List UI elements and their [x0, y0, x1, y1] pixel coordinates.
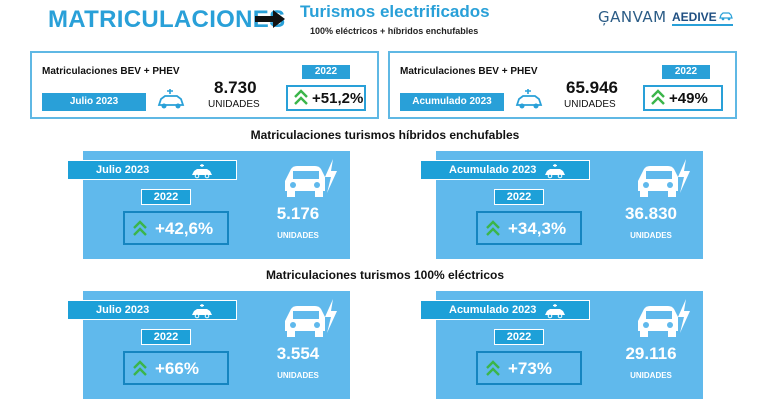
period-label: Julio 2023: [96, 164, 150, 176]
ev-car-icon: [545, 164, 565, 179]
change-value: +73%: [508, 359, 552, 378]
double-chevron-up-icon: [133, 220, 147, 236]
year-badge: 2022: [141, 189, 191, 205]
change-box: +51,2%: [286, 85, 366, 111]
ev-car-icon: [545, 304, 565, 319]
change-box: +34,3%: [476, 211, 582, 245]
period-band: Acumulado 2023: [420, 300, 590, 320]
double-chevron-up-icon: [294, 89, 308, 105]
summary-unit: UNIDADES: [564, 99, 616, 110]
electric-car-icon: [285, 159, 337, 197]
units-label: UNIDADES: [630, 371, 672, 380]
period-tag: Julio 2023: [42, 93, 146, 111]
phev-panel-accumulated: Acumulado 2023 2022 +34,3% 36.830 UNIDAD…: [420, 151, 703, 259]
ganvam-logo: ĢANVAM: [598, 8, 667, 26]
period-label: Julio 2023: [96, 304, 150, 316]
aedive-logo-text: AEDIVE: [672, 10, 717, 24]
summary-value: 8.730: [214, 78, 257, 97]
summary-unit: UNIDADES: [208, 99, 260, 110]
electric-car-icon: [638, 299, 690, 337]
units-label: UNIDADES: [630, 231, 672, 240]
summary-card-accumulated: Matriculaciones BEV + PHEV Acumulado 202…: [388, 51, 737, 119]
year-badge: 2022: [662, 65, 710, 79]
period-band: Julio 2023: [67, 160, 237, 180]
summary-label: Matriculaciones BEV + PHEV: [42, 66, 180, 77]
change-box: +49%: [643, 85, 723, 111]
double-chevron-up-icon: [133, 360, 147, 376]
page-subtitle: Turismos electrificados: [300, 2, 490, 21]
units-value: 5.176: [276, 204, 320, 223]
double-chevron-up-icon: [486, 220, 500, 236]
change-value: +66%: [155, 359, 199, 378]
bev-section-title: Matriculaciones turismos 100% eléctricos: [265, 268, 505, 282]
units-value: 29.116: [625, 344, 677, 363]
summary-value: 65.946: [566, 78, 618, 97]
double-chevron-up-icon: [486, 360, 500, 376]
units-label: UNIDADES: [277, 371, 319, 380]
ev-car-icon: [157, 89, 185, 109]
phev-panel-july: Julio 2023 2022 +42,6% 5.176 UNIDADES: [67, 151, 350, 259]
year-badge: 2022: [141, 329, 191, 345]
change-value: +42,6%: [155, 219, 214, 238]
ev-car-icon: [718, 12, 733, 21]
ev-car-icon: [192, 164, 212, 179]
phev-section-title: Matriculaciones turismos híbridos enchuf…: [250, 128, 520, 142]
change-box: +42,6%: [123, 211, 229, 245]
year-badge: 2022: [494, 329, 544, 345]
bev-panel-july: Julio 2023 2022 +66% 3.554 UNIDADES: [67, 291, 350, 399]
period-tag: Acumulado 2023: [400, 93, 504, 111]
period-label: Acumulado 2023: [449, 304, 537, 316]
bev-panel-accumulated: Acumulado 2023 2022 +73% 29.116 UNIDADES: [420, 291, 703, 399]
year-badge: 2022: [302, 65, 350, 79]
units-label: UNIDADES: [277, 231, 319, 240]
change-box: +73%: [476, 351, 582, 385]
page-title: MATRICULACIONES: [48, 6, 286, 33]
ev-car-icon: [515, 89, 543, 109]
aedive-logo: AEDIVE: [672, 10, 733, 26]
summary-card-july: Matriculaciones BEV + PHEV Julio 2023 8.…: [30, 51, 379, 119]
change-value: +49%: [669, 90, 708, 107]
page-subsubtitle: 100% eléctricos + híbridos enchufables: [310, 26, 479, 36]
ev-car-icon: [192, 304, 212, 319]
electric-car-icon: [638, 159, 690, 197]
change-value: +51,2%: [312, 90, 364, 107]
period-band: Acumulado 2023: [420, 160, 590, 180]
change-value: +34,3%: [508, 219, 567, 238]
right-arrow-icon: [255, 10, 285, 28]
period-label: Acumulado 2023: [449, 164, 537, 176]
year-badge: 2022: [494, 189, 544, 205]
period-band: Julio 2023: [67, 300, 237, 320]
units-value: 36.830: [625, 204, 677, 223]
double-chevron-up-icon: [651, 89, 665, 105]
summary-label: Matriculaciones BEV + PHEV: [400, 66, 538, 77]
electric-car-icon: [285, 299, 337, 337]
units-value: 3.554: [276, 344, 320, 363]
change-box: +66%: [123, 351, 229, 385]
